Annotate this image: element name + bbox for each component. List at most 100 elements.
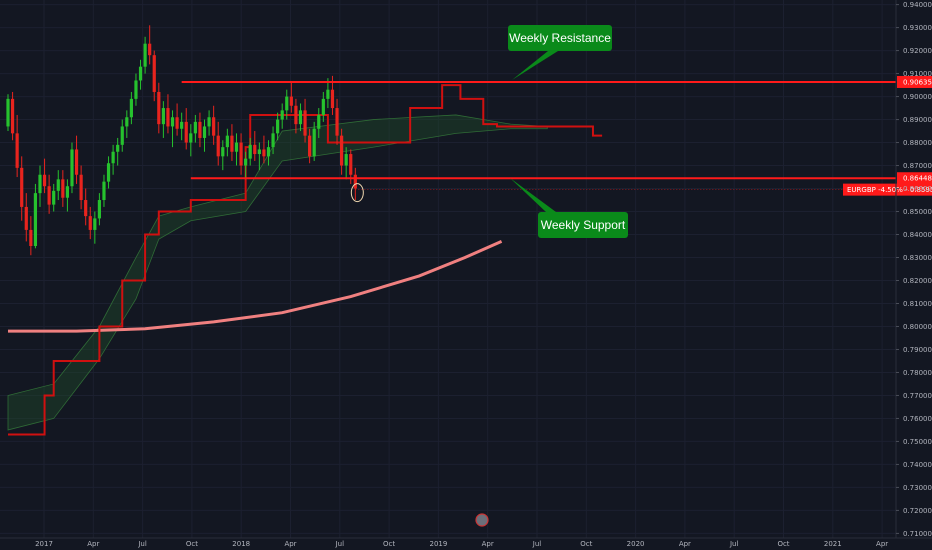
candle-body <box>207 117 211 127</box>
candle-body <box>84 200 88 217</box>
candle-body <box>74 149 79 175</box>
y-axis: 0.94000 0.93000 0.92000 0.91000 0.90000 0.890… <box>895 0 932 538</box>
candle-body <box>271 133 275 148</box>
candle-body <box>102 181 106 201</box>
candle-body <box>38 174 42 194</box>
x-tick-label: Apr <box>482 540 494 548</box>
candle-body <box>221 147 225 157</box>
candle-body <box>294 105 298 125</box>
cloud-band <box>7 114 548 431</box>
x-tick-label: 2021 <box>824 540 842 548</box>
callout-resistance-text: Weekly Resistance <box>509 31 611 45</box>
line-long_ma <box>8 240 503 333</box>
y-tick-label: 0.85000 <box>903 208 932 216</box>
x-tick-label: 2019 <box>429 540 447 548</box>
y-tick-label: 0.72000 <box>903 507 932 515</box>
candle-body <box>216 135 220 157</box>
y-tick-label: 0.76000 <box>903 415 932 423</box>
candle-body <box>15 133 19 168</box>
x-tick-label: Oct <box>580 540 592 548</box>
level-tag-resistance <box>897 75 932 88</box>
candle-body <box>6 98 10 127</box>
candle-body <box>230 135 234 152</box>
candle-body <box>79 174 83 201</box>
level-tag-text-resistance: 0.90635 <box>903 78 932 86</box>
candle-body <box>148 43 152 56</box>
callout-support <box>538 212 628 238</box>
x-tick-label: Apr <box>679 540 691 548</box>
x-tick-label: 2018 <box>232 540 250 548</box>
candle-body <box>353 174 357 189</box>
y-tick-label: 0.88000 <box>903 139 932 147</box>
candle-body <box>326 89 330 99</box>
candle-body <box>116 144 120 152</box>
y-tick-label: 0.91000 <box>903 70 932 78</box>
candle-body <box>134 80 138 99</box>
candle-body <box>20 167 24 207</box>
candle-body <box>285 96 289 111</box>
candle-body <box>125 117 129 127</box>
candle-body <box>266 147 271 157</box>
levels: 0.90635 0.86448 EURGBP -4.50% - 0.85952 <box>181 75 932 196</box>
candle-body <box>276 119 280 134</box>
candle-body <box>312 128 316 157</box>
candles <box>6 25 357 256</box>
last-price-tag <box>843 183 932 196</box>
level-tag-support <box>897 172 932 185</box>
y-tick-label: 0.93000 <box>903 24 932 32</box>
candle-body <box>262 149 266 157</box>
y-tick-label: 0.84000 <box>903 231 932 239</box>
candle-body <box>166 108 170 127</box>
candle-body <box>298 110 303 125</box>
indicator-lines <box>8 84 603 436</box>
x-tick-label: Jul <box>137 540 147 548</box>
candle-body <box>202 126 207 138</box>
y-tick-label: 0.71000 <box>903 530 932 538</box>
x-tick-label: Oct <box>186 540 198 548</box>
x-tick-label: Oct <box>383 540 395 548</box>
candle-body <box>111 151 115 164</box>
candle-body <box>248 144 252 159</box>
y-tick-label: 0.86000 <box>903 185 932 193</box>
event-icon <box>475 513 489 527</box>
candle-body <box>52 190 56 205</box>
y-tick-label: 0.87000 <box>903 162 932 170</box>
y-tick-label: 0.73000 <box>903 484 932 492</box>
candle-body <box>189 133 193 143</box>
candle-body <box>170 117 175 127</box>
x-tick-label: 2020 <box>627 540 645 548</box>
candle-body <box>308 135 312 157</box>
x-tick-label: Jul <box>532 540 542 548</box>
candle-body <box>289 96 293 106</box>
y-tick-label: 0.75000 <box>903 438 932 446</box>
candle-body <box>175 117 179 129</box>
candle-body <box>106 163 111 182</box>
callout-resistance <box>508 25 612 51</box>
candle-body <box>244 158 248 166</box>
y-tick-label: 0.79000 <box>903 346 932 354</box>
y-tick-label: 0.81000 <box>903 300 932 308</box>
x-tick-label: Oct <box>777 540 789 548</box>
annotations: Weekly Resistance Weekly Support <box>350 25 628 527</box>
candle-body <box>47 186 51 205</box>
candle-body <box>180 121 184 129</box>
candle-body <box>253 144 257 155</box>
candle-body <box>70 149 74 187</box>
candle-body <box>321 98 325 115</box>
candle-body <box>317 114 321 129</box>
x-axis: 2017 Apr Jul Oct 2018 Apr Jul Oct 2019 Apr Jul Oct 2… <box>0 537 932 548</box>
y-tick-label: 0.94000 <box>903 1 932 9</box>
candle-body <box>88 216 92 230</box>
y-tick-label: 0.74000 <box>903 461 932 469</box>
candle-body <box>42 174 47 187</box>
candle-body <box>330 89 335 109</box>
candle-body <box>225 135 229 148</box>
ichimoku-cloud <box>7 114 548 431</box>
x-tick-label: Apr <box>284 540 296 548</box>
candle-body <box>65 186 70 198</box>
callout-arrow-resistance <box>512 51 558 80</box>
candle-body <box>138 66 143 81</box>
candle-body <box>303 110 307 136</box>
